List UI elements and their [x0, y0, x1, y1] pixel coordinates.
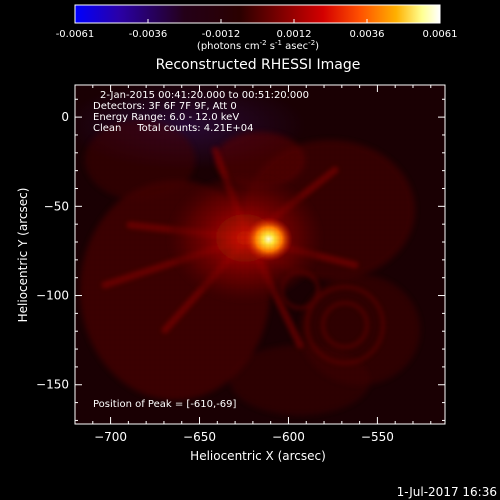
- x-tick-label: −550: [361, 430, 394, 444]
- timestamp: 1-Jul-2017 16:36: [397, 485, 497, 499]
- x-tick-label: −700: [94, 430, 127, 444]
- colorbar-tick-label: -0.0061: [56, 29, 95, 40]
- info-line-time: 2-Jan-2015 00:41:20.000 to 00:51:20.000: [100, 90, 309, 101]
- colorbar-ticks: [74, 19, 441, 23]
- info-block: 2-Jan-2015 00:41:20.000 to 00:51:20.000 …: [93, 90, 309, 134]
- colorbar-tick-label: -0.0012: [202, 29, 241, 40]
- y-axis-ticks: 0 −50 −100 −150: [36, 98, 445, 421]
- x-tick-label: −600: [272, 430, 305, 444]
- y-tick-label: 0: [61, 110, 69, 124]
- x-tick-label: −650: [183, 430, 216, 444]
- colorbar-tick-labels: -0.0061 -0.0036 -0.0012 0.0012 0.0036 0.0061: [56, 29, 458, 40]
- y-axis-label: Heliocentric Y (arcsec): [16, 188, 30, 323]
- plot-frame: [74, 84, 446, 425]
- colorbar-frame: [74, 4, 441, 24]
- colorbar-units: (photons cm-2 s-1 asec-2): [197, 39, 319, 52]
- colorbar-tick-label: 0.0061: [423, 29, 458, 40]
- info-line-detectors: Detectors: 3F 6F 7F 9F, Att 0: [93, 101, 237, 112]
- image-title: Reconstructed RHESSI Image: [156, 57, 361, 73]
- peak-position-text: Position of Peak = [-610,-69]: [93, 399, 237, 410]
- info-line-energy: Energy Range: 6.0 - 12.0 keV: [93, 112, 239, 123]
- x-axis-label: Heliocentric X (arcsec): [190, 449, 326, 463]
- y-tick-label: −50: [44, 199, 69, 213]
- y-tick-label: −150: [36, 378, 69, 392]
- y-tick-label: −100: [36, 289, 69, 303]
- colorbar: [75, 5, 440, 23]
- colorbar-tick-label: 0.0012: [277, 29, 312, 40]
- colorbar-tick-label: -0.0036: [129, 29, 168, 40]
- info-line-clean: Clean Total counts: 4.21E+04: [93, 123, 253, 134]
- rhessi-image: [75, 85, 445, 424]
- x-axis-ticks: −700 −650 −600 −550: [92, 85, 432, 444]
- colorbar-tick-label: 0.0036: [350, 29, 385, 40]
